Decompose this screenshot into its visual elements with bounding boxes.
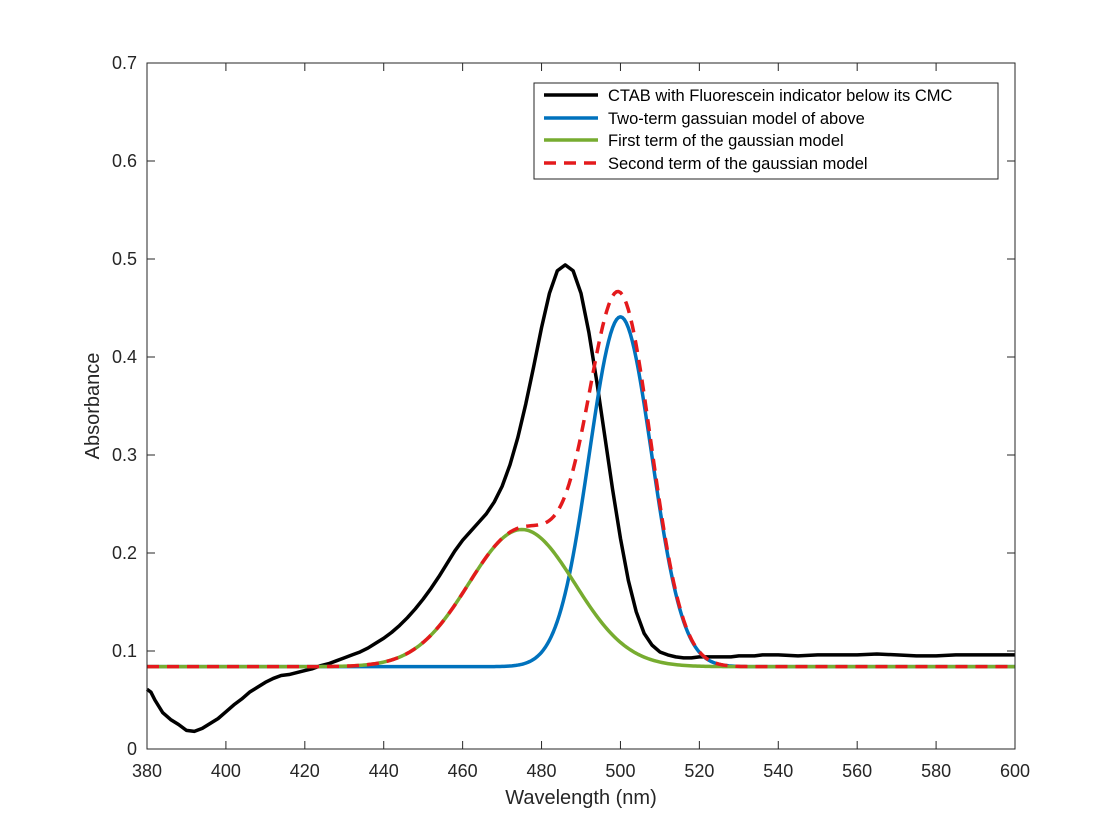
x-axis-label: Wavelength (nm): [505, 787, 657, 809]
x-tick-label: 440: [369, 761, 399, 781]
plot-frame: [146, 62, 1016, 750]
ctab-series-line: [145, 263, 1015, 734]
y-axis-ticks: 0 0.1 0.2 0.3 0.4 0.5 0.6 0.7: [112, 53, 1015, 759]
x-axis-ticks: 380 400 420 440 460 480 500 520 540 560 580 600: [132, 63, 1030, 781]
x-tick-label: 500: [605, 761, 635, 781]
y-tick-label: 0.3: [112, 445, 137, 465]
x-tick-label: 560: [842, 761, 872, 781]
y-tick-label: 0.4: [112, 347, 137, 367]
x-tick-label: 400: [211, 761, 241, 781]
x-tick-label: 540: [763, 761, 793, 781]
legend-label-first-term: First term of the gaussian model: [608, 132, 844, 150]
y-axis-label: Absorbance: [82, 353, 104, 460]
y-tick-label: 0.2: [112, 543, 137, 563]
legend-label-ctab: CTAB with Fluorescein indicator below it…: [608, 87, 953, 105]
legend-label-two-term-model: Two-term gassuian model of above: [608, 110, 865, 128]
x-tick-label: 520: [684, 761, 714, 781]
legend-label-second-term: Second term of the gaussian model: [608, 155, 868, 173]
x-tick-label: 420: [290, 761, 320, 781]
legend: CTAB with Fluorescein indicator below it…: [533, 82, 999, 180]
legend-box: [533, 82, 999, 180]
y-tick-label: 0.6: [112, 151, 137, 171]
y-tick-label: 0: [127, 739, 137, 759]
x-tick-label: 580: [921, 761, 951, 781]
x-tick-label: 460: [448, 761, 478, 781]
x-tick-label: 600: [1000, 761, 1030, 781]
y-tick-label: 0.7: [112, 53, 137, 73]
series-layer: [145, 263, 1015, 734]
second-term-line: [147, 289, 1015, 669]
x-tick-label: 480: [527, 761, 557, 781]
y-tick-label: 0.5: [112, 249, 137, 269]
x-tick-label: 380: [132, 761, 162, 781]
y-tick-label: 0.1: [112, 641, 137, 661]
